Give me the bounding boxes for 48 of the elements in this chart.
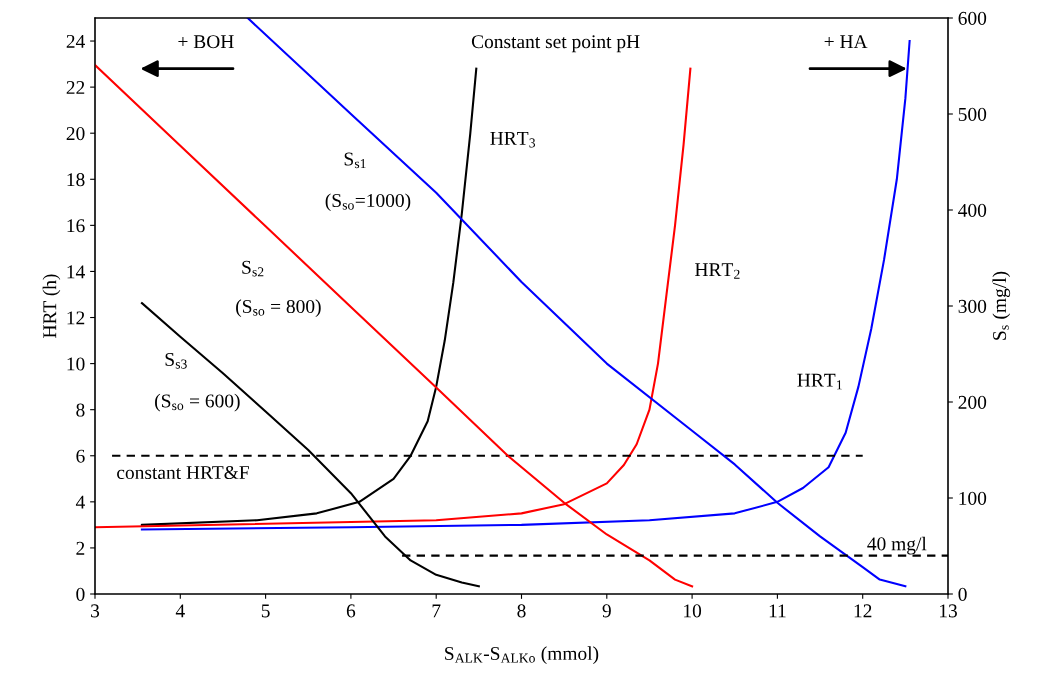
annotation: Constant set point pH — [471, 35, 640, 53]
y-tick-label: 8 — [76, 403, 85, 417]
series-label: HRT$_{1}$ — [797, 373, 842, 390]
y-tick-label: 6 — [76, 449, 85, 463]
annotation: (S$_{so}$ = 600) — [155, 393, 240, 412]
x-tick-label: 13 — [939, 604, 957, 618]
y-axis-title: HRT (h) — [42, 274, 61, 338]
x-tick-label: 4 — [175, 604, 185, 618]
y-tick-label: 18 — [67, 173, 85, 187]
y-tick-label: 4 — [75, 495, 85, 509]
y-tick-label: 16 — [67, 219, 85, 233]
series-label: HRT$_{2}$ — [695, 263, 740, 279]
series-label: HRT$_{3}$ — [490, 131, 536, 148]
y-tick-label: 12 — [67, 311, 85, 325]
x-tick-label: 5 — [261, 604, 270, 618]
x-axis-title: S$_{ALK}$-S$_{ALKo}$ (mmol) — [445, 646, 599, 664]
annotation: (S$_{so}$=1000) — [325, 193, 411, 212]
series-label: S$_{s3}$ — [165, 352, 187, 369]
y-tick-label: 24 — [66, 34, 85, 48]
y-tick-label: 20 — [66, 127, 85, 141]
y2-tick-label: 500 — [958, 107, 987, 121]
annotation: + HA — [824, 35, 868, 49]
y-tick-label: 22 — [66, 80, 85, 94]
y-tick-label: 0 — [76, 587, 85, 601]
annotation: constant HRT&F — [117, 465, 249, 480]
annotation: + BOH — [178, 35, 234, 49]
x-tick-label: 12 — [854, 604, 872, 618]
y2-tick-label: 400 — [958, 203, 987, 217]
series-label: S$_{s1}$ — [344, 152, 366, 169]
x-tick-label: 9 — [602, 604, 611, 618]
x-tick-label: 3 — [91, 604, 100, 618]
y2-tick-label: 200 — [958, 395, 987, 409]
x-tick-label: 7 — [432, 604, 441, 618]
series-label: S$_{s2}$ — [242, 260, 264, 277]
y-tick-label: 10 — [67, 357, 85, 371]
x-tick-label: 6 — [346, 604, 356, 618]
y-tick-label: 14 — [67, 265, 85, 279]
y2-tick-label: 600 — [958, 11, 987, 25]
annotation: 40 mg/l — [867, 536, 927, 555]
x-tick-label: 10 — [684, 604, 702, 618]
y2-axis-title: S$_{s}$ (mg/l) — [992, 271, 1011, 340]
y-tick-label: 2 — [76, 541, 85, 555]
y2-tick-label: 0 — [958, 587, 967, 601]
y2-tick-label: 100 — [959, 491, 987, 505]
x-tick-label: 11 — [769, 604, 786, 618]
x-tick-label: 8 — [517, 604, 526, 618]
y2-tick-label: 300 — [958, 299, 987, 313]
annotation: (S$_{so}$ = 800) — [236, 299, 321, 317]
